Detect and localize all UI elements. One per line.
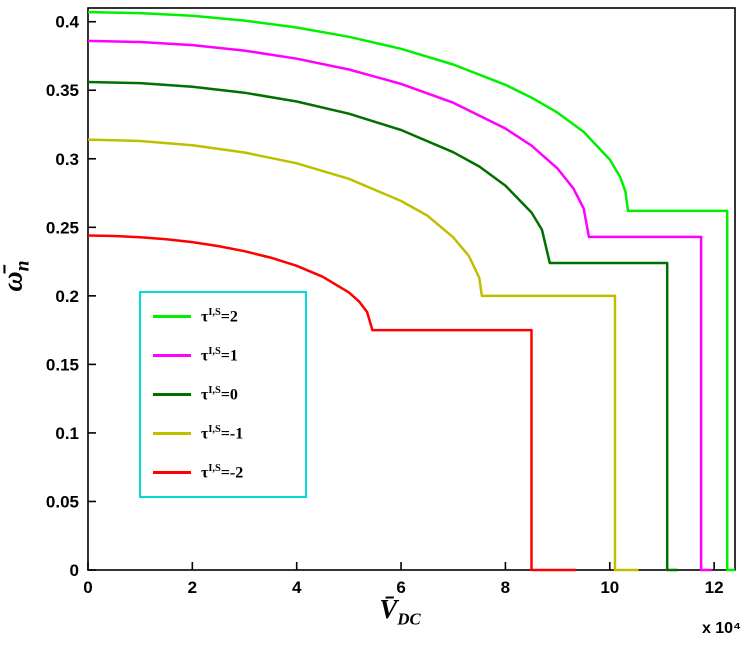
y-tick-label: 0.25: [46, 218, 79, 237]
legend-label: τI,S=1: [201, 345, 238, 365]
x-tick-label: 12: [705, 578, 724, 597]
legend-label: τI,S=-1: [201, 423, 244, 443]
legend-line-sample: [153, 431, 191, 435]
x-tick-label: 6: [396, 578, 405, 597]
series-line-tau-plus2: [87, 10, 735, 572]
legend-line-sample: [153, 314, 191, 318]
legend-item-tau-0: τI,S=0: [153, 385, 305, 404]
y-axis-label-subscript: n: [12, 260, 34, 272]
y-tick-label: 0: [70, 561, 79, 580]
legend-line-sample: [153, 353, 191, 357]
legend-line-sample: [153, 470, 191, 474]
y-tick-label: 0.05: [46, 492, 79, 511]
y-axis-label-symbol: ω̄: [0, 271, 29, 292]
y-tick-label: 0.3: [55, 150, 79, 169]
legend-item-tau-minus1: τI,S=-1: [153, 424, 305, 443]
x-tick-label: 8: [501, 578, 510, 597]
y-axis-label: ω̄n: [0, 260, 34, 291]
x-tick-label: 10: [600, 578, 619, 597]
series-line-tau-plus1: [87, 39, 712, 572]
y-tick-label: 0.4: [55, 13, 79, 32]
legend-item-tau-plus1: τI,S=1: [153, 346, 305, 365]
x-axis-exponent-label: x 10⁴: [701, 620, 741, 637]
series-line-tau-0: [87, 80, 678, 572]
x-axis-label: V̄DC: [379, 594, 420, 629]
legend-item-tau-plus2: τI,S=2: [153, 307, 305, 326]
y-tick-label: 0.2: [55, 287, 79, 306]
series-line-tau-minus2: [87, 234, 576, 572]
x-tick-label: 0: [83, 578, 92, 597]
legend-item-tau-minus2: τI,S=-2: [153, 463, 305, 482]
legend-label: τI,S=0: [201, 384, 238, 404]
legend-label: τI,S=2: [201, 306, 238, 326]
y-tick-label: 0.35: [46, 81, 79, 100]
x-tick-label: 4: [292, 578, 302, 597]
legend-label: τI,S=-2: [201, 462, 244, 482]
x-tick-label: 2: [188, 578, 197, 597]
legend-line-sample: [153, 392, 191, 396]
x-axis-label-symbol: V̄: [379, 594, 398, 624]
y-tick-label: 0.15: [46, 355, 79, 374]
series-line-tau-minus1: [87, 138, 639, 572]
plot-box: [87, 7, 736, 571]
x-axis-label-subscript: DC: [397, 609, 421, 629]
y-tick-label: 0.1: [55, 424, 79, 443]
legend: τI,S=2 τI,S=1 τI,S=0 τI,S=-1 τI,S=-2: [139, 291, 307, 498]
